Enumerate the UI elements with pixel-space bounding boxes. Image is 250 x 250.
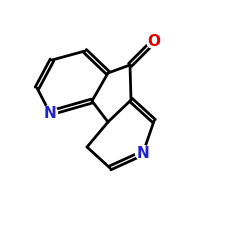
Circle shape: [42, 106, 58, 120]
Text: O: O: [148, 34, 160, 48]
Circle shape: [146, 34, 162, 48]
Text: N: N: [136, 146, 149, 160]
Circle shape: [136, 146, 150, 160]
Text: N: N: [44, 106, 56, 120]
